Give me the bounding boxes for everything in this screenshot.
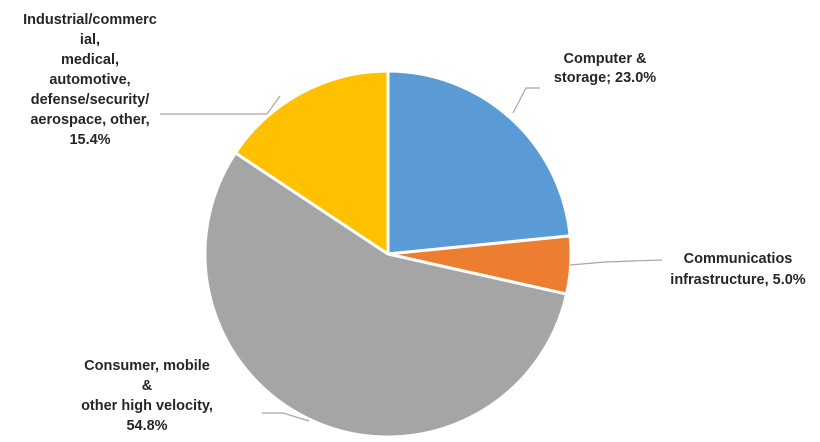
slice-label-line: aerospace, other,: [30, 112, 149, 128]
pie-slices: [203, 69, 573, 439]
slice-label-line: Consumer, mobile: [84, 358, 210, 374]
slice-label-line: other high velocity,: [81, 398, 213, 414]
slice-label-line: Computer &: [564, 51, 648, 67]
leader-lines: [160, 87, 663, 422]
pie-slice-3: [203, 151, 569, 439]
slice-labels: Computer & storage; 23.0% Communicatios inf…: [23, 12, 806, 434]
slice-label-line: 54.8%: [126, 418, 167, 434]
slice-label-4: Industrial/commerc ial, medical, automotive…: [23, 12, 157, 148]
leader-line-3: [262, 412, 310, 422]
leader-line-2: [569, 259, 663, 266]
slice-label-line: &: [142, 378, 153, 394]
slice-label-line: Communicatios: [684, 251, 793, 267]
leader-line-1: [512, 87, 540, 114]
leader-line-4: [160, 95, 281, 115]
slice-label-1: Computer & storage; 23.0%: [554, 51, 656, 86]
slice-label-line: defense/security/: [31, 92, 149, 108]
slice-label-line: infrastructure, 5.0%: [670, 272, 805, 288]
pie-slice-1: [386, 69, 572, 256]
slice-label-3: Consumer, mobile & other high velocity, 54.…: [81, 358, 213, 434]
slice-label-line: automotive,: [49, 72, 130, 88]
slice-label-line: 15.4%: [69, 132, 110, 148]
pie-slice-4: [233, 69, 390, 256]
slice-label-line: storage; 23.0%: [554, 70, 656, 86]
slice-label-line: ial,: [80, 32, 100, 48]
slice-label-line: Industrial/commerc: [23, 12, 157, 28]
slice-label-2: Communicatios infrastructure, 5.0%: [670, 251, 805, 288]
slice-label-line: medical,: [61, 52, 119, 68]
